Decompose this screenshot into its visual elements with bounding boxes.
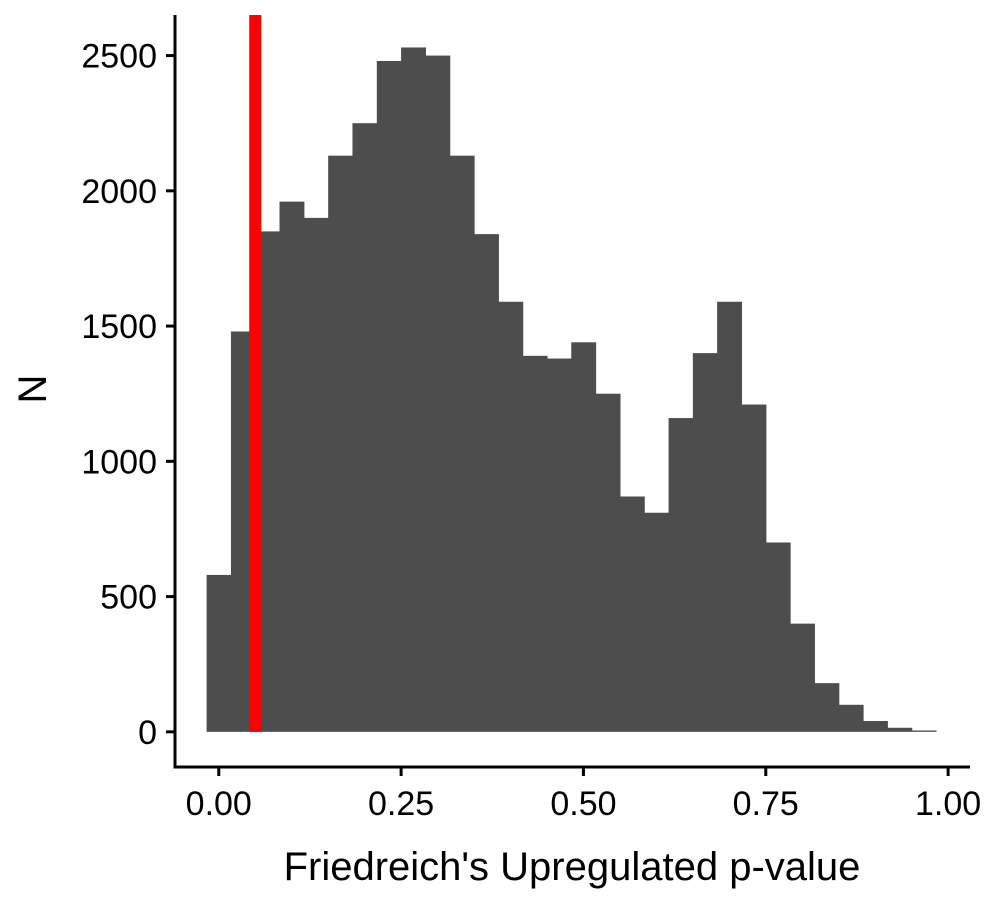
histogram-bars: [206, 47, 937, 732]
x-axis-ticks: 0.00 0.25 0.50 0.75 1.00: [186, 767, 981, 823]
x-tick-label: 1.00: [915, 785, 981, 823]
histogram-bar: [911, 730, 937, 732]
x-tick-label: 0.25: [368, 785, 434, 823]
histogram-bar: [692, 353, 718, 732]
histogram-bar: [644, 512, 670, 732]
histogram-bar: [741, 404, 767, 732]
histogram-bar: [717, 301, 743, 732]
histogram-bar: [619, 496, 645, 732]
histogram-bar: [498, 301, 524, 732]
histogram-bar: [863, 721, 888, 732]
x-tick-label: 0.75: [733, 785, 799, 823]
histogram-bar: [546, 358, 572, 732]
histogram-bar: [595, 393, 621, 732]
histogram-bar: [328, 155, 354, 732]
y-tick-label: 500: [100, 579, 157, 617]
histogram-bar: [668, 418, 694, 732]
histogram-bar: [303, 217, 329, 732]
y-tick-label: 2000: [81, 173, 157, 211]
histogram-bar: [352, 123, 378, 732]
histogram-bar: [790, 623, 815, 732]
x-tick-label: 0.00: [186, 785, 252, 823]
histogram-bar: [765, 542, 791, 732]
y-tick-label: 0: [138, 714, 157, 752]
histogram-bar: [401, 47, 426, 732]
y-tick-label: 1500: [81, 308, 157, 346]
histogram-bar: [449, 155, 475, 732]
histogram-bar: [376, 60, 402, 732]
y-tick-label: 2500: [81, 38, 157, 76]
histogram-bar: [425, 55, 451, 732]
y-axis-title: N: [11, 375, 55, 404]
histogram-bar: [887, 727, 913, 732]
histogram-bar: [522, 355, 548, 732]
y-axis-ticks: 0 500 1000 1500 2000 2500: [81, 38, 175, 752]
histogram-bar: [279, 201, 305, 732]
histogram-bar: [474, 234, 499, 732]
histogram-bar: [206, 574, 232, 732]
histogram-bar: [571, 342, 597, 732]
histogram-bar: [838, 704, 864, 732]
histogram-bar: [814, 683, 840, 732]
x-tick-label: 0.50: [550, 785, 616, 823]
y-tick-label: 1000: [81, 443, 157, 481]
x-axis-title: Friedreich's Upregulated p-value: [284, 845, 861, 889]
